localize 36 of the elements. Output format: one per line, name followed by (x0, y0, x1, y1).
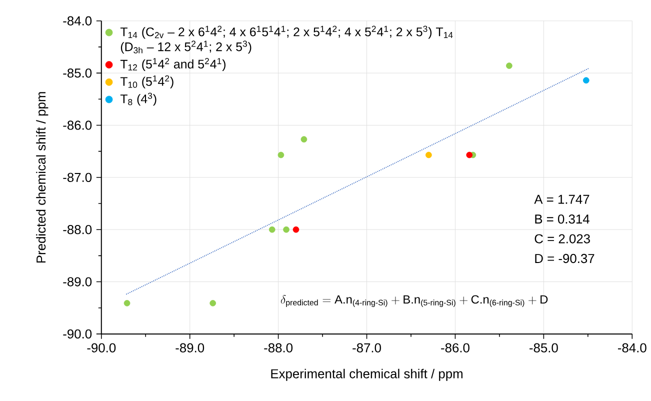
annotation: C = 2.023 (534, 234, 590, 244)
point (283, 226, 290, 233)
x-tick-label: -85.0 (530, 343, 558, 353)
point (292, 226, 300, 233)
point (210, 300, 216, 307)
annotation: $\delta_{\text{predicted}} = \text{A.n}_{\text{(4-ring-Si)}} + \text{B.n}_{\text{(5-ring-Si)}} + \text{C.n}_{\text{(6-ring-Si)}} + \text{D}$ (280, 295, 548, 308)
y-tick-label: -85.0 (63, 68, 92, 78)
text: T$_{12}$ (5$^{1}$4$^{2}$ and 5$^{2}$4$^{1}$) (120, 58, 226, 72)
y-axis-title: Predicted chemical shift / ppm (36, 92, 48, 263)
point (506, 62, 512, 70)
legend-label: T$_{8}$ (4$^{3}$) (120, 92, 156, 106)
x-tick-label: -90.0 (87, 343, 116, 353)
text: T$_{14}$ (C$_{2v}$ – 2 x 6$^{1}$4$^{2}$; 4 x 6$^{1}$5$^{1}$4$^{1}$; 2 x 5$^{1}$4$^{2}$; 4 x 5$^{2}$4$^{1}$; 2 x 5$^{3}$) T$_{14}$ (D$_{3h}$ – 12 x 5$^{2}$4$^{1}$; 2 x 5$^{3}$) (120, 26, 453, 54)
x-tick-label: -89.0 (176, 343, 204, 353)
point (300, 136, 308, 143)
point (582, 77, 590, 84)
annotation: A = 1.747 (534, 195, 590, 204)
y-tick-label: -88.0 (63, 225, 92, 234)
point (278, 152, 284, 158)
annotation: B = 0.314 (535, 214, 590, 224)
y-tick-label: -86.0 (63, 120, 92, 130)
x-tick-label: -88.0 (264, 343, 293, 353)
point (466, 152, 473, 158)
x-tick-label: -87.0 (352, 343, 381, 353)
point (124, 300, 130, 307)
annotation: D = -90.37 (535, 254, 594, 264)
point (426, 152, 432, 158)
y-tick-label: -89.0 (63, 277, 92, 287)
y-tick-label: -90.0 (63, 330, 92, 339)
point (268, 226, 276, 233)
y-tick-label: -87.0 (63, 173, 92, 182)
y-tick-label: -84.0 (63, 16, 92, 26)
x-tick-label: -86.0 (441, 343, 470, 353)
x-axis-title: Experimental chemical shift / ppm (271, 369, 462, 382)
legend-label: T$_{10}$ (5$^{1}$4$^{2}$) (120, 76, 174, 89)
x-tick-label: -84.0 (618, 343, 646, 353)
